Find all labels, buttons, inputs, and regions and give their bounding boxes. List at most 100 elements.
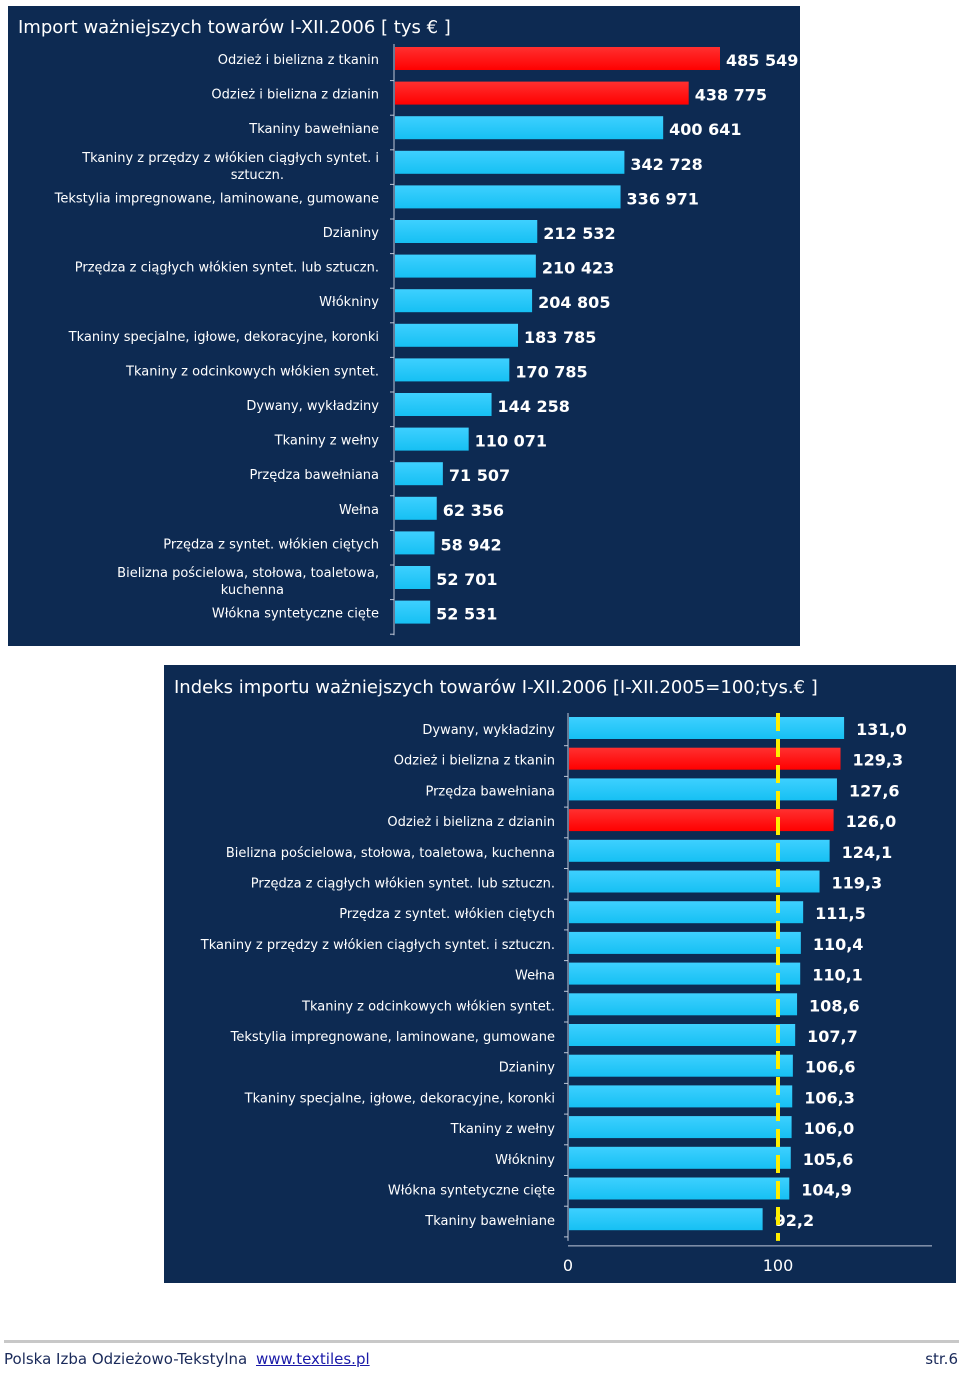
bar [569,747,841,770]
data-label: 106,0 [804,1119,855,1138]
category-label: Tkaniny z wełny [274,434,380,449]
category-label: Dywany, wykładziny [422,723,555,738]
data-label: 342 728 [630,155,702,174]
data-label: 170 785 [515,362,587,381]
category-label: Przędza z ciągłych włókien syntet. lub s… [251,877,555,892]
data-label: 110,4 [813,935,864,954]
bar [395,358,510,382]
data-label: 204 805 [538,293,610,312]
category-label: Odzież i bielizna z tkanin [394,754,555,769]
category-label: Dzianiny [499,1061,556,1076]
data-label: 119,3 [832,874,883,893]
data-label: 104,9 [801,1181,852,1200]
data-label: 107,7 [807,1027,858,1046]
data-label: 52 531 [436,605,497,624]
bar [569,1146,791,1169]
data-label: 183 785 [524,328,596,347]
data-label: 106,3 [804,1088,855,1107]
bar [395,323,519,347]
category-label: Odzież i bielizna z dzianin [387,815,555,830]
bar [569,962,801,985]
bar [569,870,820,893]
category-label: Przędza bawełniana [425,784,555,799]
data-label: 210 423 [542,259,614,278]
bar [569,1177,790,1200]
data-label: 124,1 [842,843,893,862]
category-label: Tekstylia impregnowane, laminowane, gumo… [54,191,379,206]
data-label: 111,5 [815,904,866,923]
bar [395,185,621,209]
import-chart: 485 549 Odzież i bielizna z tkanin 438 775… [54,44,798,636]
data-label: 105,6 [803,1150,854,1169]
bar [569,809,834,832]
data-label: 126,0 [846,812,897,831]
bar [395,566,431,589]
category-label: Dzianiny [323,226,380,241]
bar [395,220,538,243]
data-label: 110,1 [812,966,863,985]
category-label: Tkaniny z odcinkowych włókien syntet. [301,999,555,1014]
category-label: Włókna syntetyczne cięte [212,607,379,622]
category-label: Tkaniny specjalne, igłowe, dekoracyjne, … [68,330,379,345]
category-label: Bielizna pościelowa, stołowa, toaletowa,… [117,566,379,598]
category-label: Dywany, wykładziny [246,399,379,414]
bar [569,1024,796,1046]
bar [395,47,720,70]
bar [569,1054,793,1077]
footer-page-number: str.6 [925,1350,958,1368]
data-label: 129,3 [853,751,904,770]
bar [569,778,837,801]
category-label: Przędza z ciągłych włókien syntet. lub s… [75,261,379,276]
bar [395,254,536,278]
category-label: Przędza z syntet. włókien ciętych [163,537,379,552]
category-label: Wełna [515,969,555,984]
bar [395,462,443,486]
x-tick-label: 100 [763,1256,794,1275]
data-label: 110 071 [475,432,547,451]
index-chart-panel: Indeks importu ważniejszych towarów I-XI… [164,665,956,1283]
x-tick-label: 0 [563,1256,573,1275]
bar [395,531,435,555]
bar [569,931,801,954]
bar [569,839,830,862]
category-label: Odzież i bielizna z tkanin [218,53,379,68]
category-label: Włókniny [319,295,379,310]
category-label: Bielizna pościelowa, stołowa, toaletowa,… [226,846,555,861]
category-label: Tkaniny specjalne, igłowe, dekoracyjne, … [244,1091,555,1106]
footer-organization: Polska Izba Odzieżowo-Tekstylna [4,1350,248,1368]
data-label: 108,6 [809,996,860,1015]
category-label: Wełna [339,503,379,518]
footer-website-link[interactable]: www.textiles.pl [256,1350,370,1368]
bar [395,427,469,451]
category-label: Tkaniny bawełniane [424,1214,555,1229]
data-label: 212 532 [543,224,615,243]
import-chart-panel: Import ważniejszych towarów I-XII.2006 [… [8,6,800,646]
category-label: Włókniny [495,1153,555,1168]
bar [569,717,845,739]
data-label: 92,2 [775,1211,814,1230]
bar [395,81,689,105]
data-label: 400 641 [669,120,741,139]
bar [395,116,664,140]
footer-divider [4,1340,959,1343]
data-label: 336 971 [627,189,699,208]
data-label: 62 356 [443,501,504,520]
bar [569,1208,763,1231]
category-label: Tkaniny z wełny [450,1122,556,1137]
bar [569,993,798,1016]
category-label: Przędza z syntet. włókien ciętych [339,907,555,922]
index-chart-title: Indeks importu ważniejszych towarów I-XI… [174,677,818,698]
bar [569,901,804,924]
data-label: 438 775 [695,86,767,105]
category-label: Tkaniny z przędzy z włókien ciągłych syn… [81,151,379,183]
data-label: 71 507 [449,466,510,485]
data-label: 58 942 [440,535,501,554]
data-label: 127,6 [849,781,900,800]
bar [395,150,625,174]
data-label: 131,0 [856,720,907,739]
bar [395,600,431,624]
index-chart: 131,0 Dywany, wykładziny 129,3 Odzież i bie… [200,713,932,1275]
category-label: Przędza bawełniana [249,468,379,483]
category-label: Tkaniny bawełniane [248,122,379,137]
category-label: Odzież i bielizna z dzianin [211,88,379,103]
